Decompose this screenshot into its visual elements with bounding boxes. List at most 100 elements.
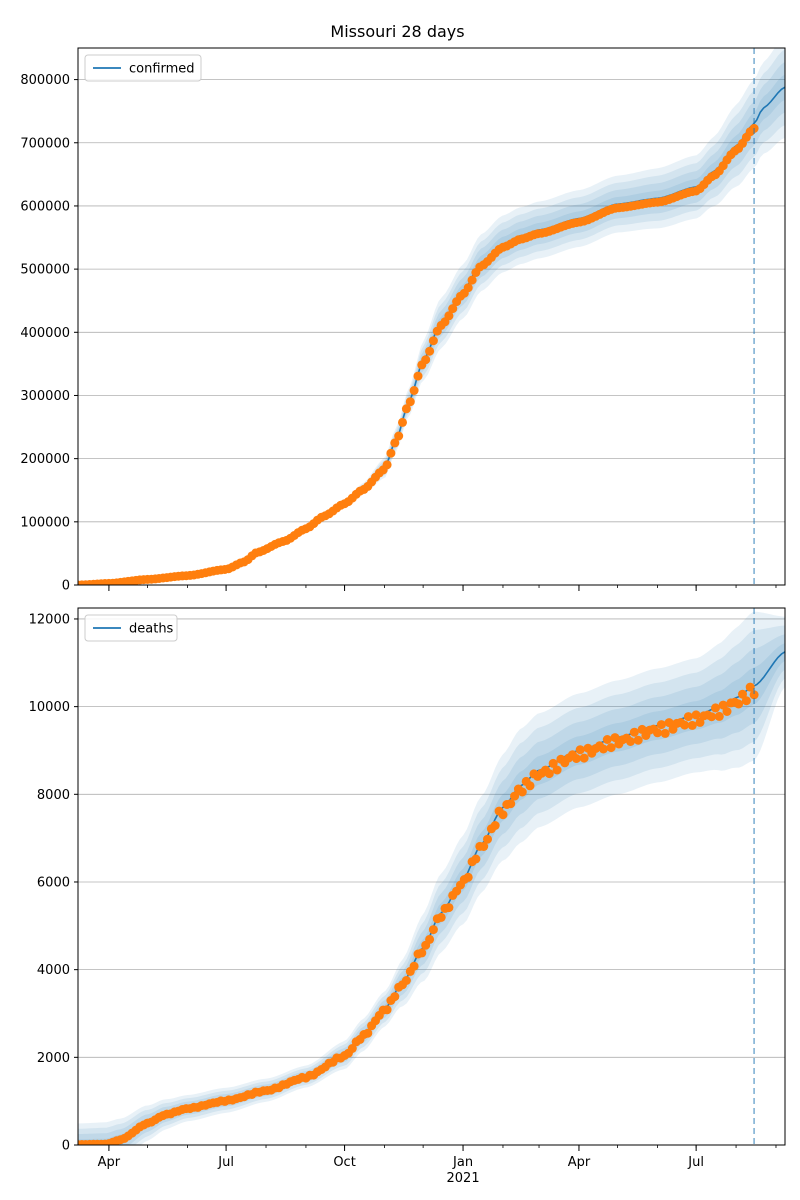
y-tick-label: 0 — [62, 579, 70, 594]
observed-point — [405, 397, 415, 407]
observed-point — [463, 872, 473, 882]
observed-point — [738, 689, 747, 699]
observed-point — [363, 1028, 373, 1038]
observed-point — [390, 438, 400, 448]
legend: confirmed — [84, 54, 202, 82]
observed-point — [660, 728, 670, 738]
observed-point — [490, 821, 500, 830]
observed-point — [386, 448, 396, 458]
confirmed-panel: 0 100000 200000 300000 400000 500000 600000 700… — [20, 47, 786, 594]
observed-point — [749, 690, 759, 700]
deaths-panel: 0 2000 4000 6000 8000 10000 12000 Apr Jul Oct Jan A… — [29, 607, 786, 1186]
x-tick-label: Jul — [217, 1155, 234, 1170]
observed-point — [506, 799, 516, 809]
observed-point — [401, 976, 411, 985]
observed-point — [695, 717, 705, 727]
observed-point — [664, 718, 674, 728]
legend-box — [84, 614, 178, 642]
observed-point — [428, 925, 438, 935]
observed-point — [544, 769, 554, 779]
observed-point — [347, 1044, 357, 1053]
observed-point — [633, 735, 643, 745]
observed-point — [390, 992, 400, 1002]
y-tick-label: 0 — [62, 1139, 70, 1154]
y-tick-label: 2000 — [37, 1051, 70, 1066]
observed-point — [428, 336, 438, 346]
legend-box — [84, 54, 202, 82]
observed-point — [656, 720, 666, 730]
observed-point — [571, 754, 581, 763]
observed-point — [606, 743, 616, 753]
observed-point — [548, 758, 558, 768]
observed-point — [444, 311, 454, 321]
y-tick-label: 700000 — [20, 136, 70, 151]
x-tick-label: Apr — [98, 1155, 121, 1170]
legend: deaths — [84, 614, 178, 642]
legend-label: deaths — [129, 622, 174, 637]
observed-point — [598, 744, 608, 754]
observed-point — [579, 753, 589, 763]
legend-label: confirmed — [129, 62, 195, 77]
observed-point — [602, 735, 612, 744]
axes-frame — [77, 47, 786, 586]
y-tick-label: 500000 — [20, 263, 70, 278]
uncertainty-band — [78, 49, 785, 585]
observed-point — [629, 727, 639, 737]
observed-point — [444, 903, 454, 913]
observed-point — [413, 371, 423, 381]
uncertainty-band — [78, 625, 785, 1145]
observed-point — [425, 346, 435, 356]
observed-point — [653, 728, 662, 738]
observed-point — [691, 710, 701, 720]
observed-point — [417, 948, 427, 958]
observed-point — [714, 711, 724, 721]
x-year-label: 2021 — [447, 1171, 480, 1186]
observed-point — [683, 712, 693, 722]
observed-point — [401, 404, 411, 414]
observed-point — [498, 810, 508, 820]
observed-point — [687, 720, 697, 730]
observed-point — [467, 275, 477, 285]
observed-point — [398, 417, 407, 427]
uncertainty-band — [78, 48, 785, 585]
observed-point — [575, 745, 585, 755]
uncertainty-band — [78, 61, 785, 585]
y-tick-label: 800000 — [20, 73, 70, 88]
y-tick-label: 8000 — [37, 788, 70, 803]
y-tick-label: 4000 — [37, 963, 70, 978]
observed-point — [711, 703, 720, 713]
y-tick-label: 400000 — [20, 326, 70, 341]
observed-point — [552, 765, 562, 775]
uncertainty-band — [78, 74, 785, 585]
observed-point — [479, 842, 489, 851]
observed-point — [517, 787, 527, 797]
uncertainty-band — [78, 643, 785, 1145]
figure-title: Missouri 28 days — [330, 22, 465, 41]
observed-point — [471, 854, 481, 864]
observed-point — [510, 791, 520, 801]
observed-point — [707, 712, 717, 722]
observed-point — [394, 431, 404, 441]
observed-point — [463, 283, 473, 293]
axes-frame — [77, 607, 786, 1146]
observed-point — [409, 386, 419, 395]
observed-point — [741, 696, 751, 706]
y-tick-label: 300000 — [20, 389, 70, 404]
observed-point — [680, 720, 690, 730]
y-tick-label: 200000 — [20, 452, 70, 467]
observed-point — [436, 912, 446, 922]
y-tick-label: 10000 — [29, 700, 70, 715]
y-tick-label: 100000 — [20, 515, 70, 530]
observed-point — [734, 699, 744, 709]
y-tick-label: 600000 — [20, 199, 70, 214]
observed-point — [626, 737, 635, 746]
x-tick-label: Jul — [687, 1155, 704, 1170]
observed-point — [382, 460, 392, 470]
x-tick-label: Oct — [333, 1155, 355, 1170]
observed-point — [448, 304, 458, 314]
x-tick-label: Apr — [568, 1155, 591, 1170]
observed-point — [425, 934, 435, 944]
observed-point — [745, 682, 755, 692]
observed-point — [421, 355, 431, 365]
observed-point — [483, 834, 492, 844]
